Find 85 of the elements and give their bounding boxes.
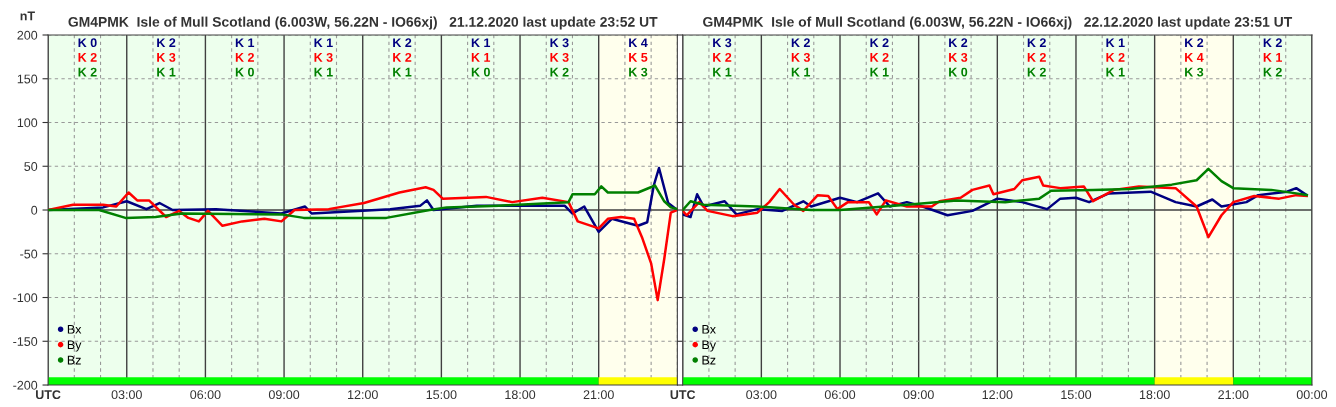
annotation: K 3 — [791, 52, 810, 62]
annotation: K 1 — [870, 67, 889, 77]
y-tick-label: -50 — [20, 249, 38, 259]
annotation: K 3 — [629, 67, 648, 77]
annotation: K 0 — [78, 38, 97, 48]
annotation: K 1 — [314, 38, 333, 47]
y-tick-label: -100 — [13, 293, 38, 303]
annotation: K 2 — [1185, 38, 1204, 47]
y-tick-label: 100 — [17, 118, 38, 128]
annotation: K 2 — [78, 67, 97, 77]
legend-label: Bx — [67, 325, 82, 334]
annotation: K 3 — [949, 52, 968, 62]
legend-label: Bz — [702, 355, 716, 365]
annotation: K 1 — [1106, 67, 1125, 77]
annotation: K 1 — [235, 38, 255, 47]
x-tick-label: 09:00 — [268, 390, 300, 400]
annotation: K 2 — [870, 52, 889, 62]
x-tick-label: 21:00 — [1218, 390, 1249, 400]
annotation: K 1 — [791, 67, 811, 77]
annotation: K 2 — [870, 38, 889, 47]
annotation: K 0 — [235, 67, 254, 77]
annotation: K 0 — [949, 67, 968, 77]
y-tick-label: 50 — [24, 162, 38, 171]
legend-label: Bz — [67, 355, 81, 365]
annotation: K 2 — [235, 52, 254, 62]
annotation: K 1 — [713, 67, 732, 77]
annotation: K 1 — [1263, 53, 1282, 62]
legend-label: By — [702, 340, 717, 352]
x-tick-label: 15:00 — [1061, 390, 1092, 400]
x-tick-label: 00:00 — [1296, 390, 1328, 400]
chart-title: GM4PMK Isle of Mull Scotland (6.003W, 56.22N - IO66xj) 21.12.2020 last update 23:52 UT — [68, 16, 658, 30]
annotation: K 3 — [157, 52, 176, 62]
line-series — [48, 186, 678, 302]
annotation: K 3 — [713, 38, 732, 48]
y-tick-label: 150 — [17, 74, 38, 84]
annotation: K 1 — [1106, 38, 1125, 47]
annotation: K 2 — [1263, 67, 1282, 77]
annotation: K 2 — [1027, 38, 1046, 47]
annotation: K 2 — [393, 38, 412, 47]
annotation: K 4 — [629, 38, 648, 47]
annotation: K 3 — [1185, 67, 1204, 77]
annotation: K 2 — [157, 38, 176, 47]
annotation: K 1 — [471, 38, 491, 47]
y-tick-label: 200 — [17, 30, 38, 40]
x-tick-label: 03:00 — [111, 390, 142, 400]
x-tick-label: 06:00 — [824, 390, 856, 400]
annotation: K 1 — [471, 53, 491, 62]
annotation: K 1 — [393, 67, 412, 77]
x-tick-label: 09:00 — [903, 390, 934, 400]
x-tick-label: 06:00 — [190, 390, 221, 400]
x-tick-label: 12:00 — [348, 390, 378, 400]
x-tick-label: 18:00 — [505, 390, 536, 400]
x-tick-label: 03:00 — [746, 390, 777, 400]
annotation: K 2 — [1263, 38, 1282, 47]
x-tick-label: 15:00 — [426, 390, 457, 400]
y-axis-title: nT — [20, 11, 35, 21]
annotation: K 3 — [550, 52, 569, 62]
x-tick-label: 21:00 — [583, 390, 614, 400]
annotation: K 2 — [78, 52, 97, 62]
x-tick-label: 18:00 — [1139, 390, 1170, 400]
annotation: K 0 — [471, 67, 490, 77]
y-tick-label: -200 — [13, 380, 38, 390]
x-tick-label: UTC — [670, 390, 696, 400]
legend-label: Bx — [702, 325, 716, 334]
x-tick-label: UTC — [36, 390, 61, 400]
annotation: K 2 — [1106, 52, 1125, 62]
legend-label: By — [67, 340, 82, 352]
annotation: K 3 — [550, 38, 569, 48]
annotation: K 2 — [393, 52, 412, 62]
annotation: K 2 — [1027, 52, 1046, 62]
annotation: K 5 — [629, 53, 648, 62]
annotation: K 2 — [1027, 67, 1046, 77]
annotation: K 2 — [949, 38, 968, 47]
annotation: K 1 — [157, 67, 176, 77]
annotation: K 1 — [314, 67, 333, 77]
annotation: K 2 — [791, 38, 810, 47]
line-series — [48, 184, 678, 220]
annotation: K 2 — [713, 52, 732, 62]
annotation: K 3 — [314, 52, 333, 62]
chart-title: GM4PMK Isle of Mull Scotland (6.003W, 56.22N - IO66xj) 22.12.2020 last update 23:51 UT — [703, 16, 1293, 30]
x-tick-label: 12:00 — [982, 390, 1013, 400]
y-tick-label: -150 — [13, 337, 38, 346]
annotation: K 2 — [550, 67, 569, 77]
y-tick-label: 0 — [31, 205, 38, 215]
annotation: K 4 — [1185, 53, 1204, 62]
